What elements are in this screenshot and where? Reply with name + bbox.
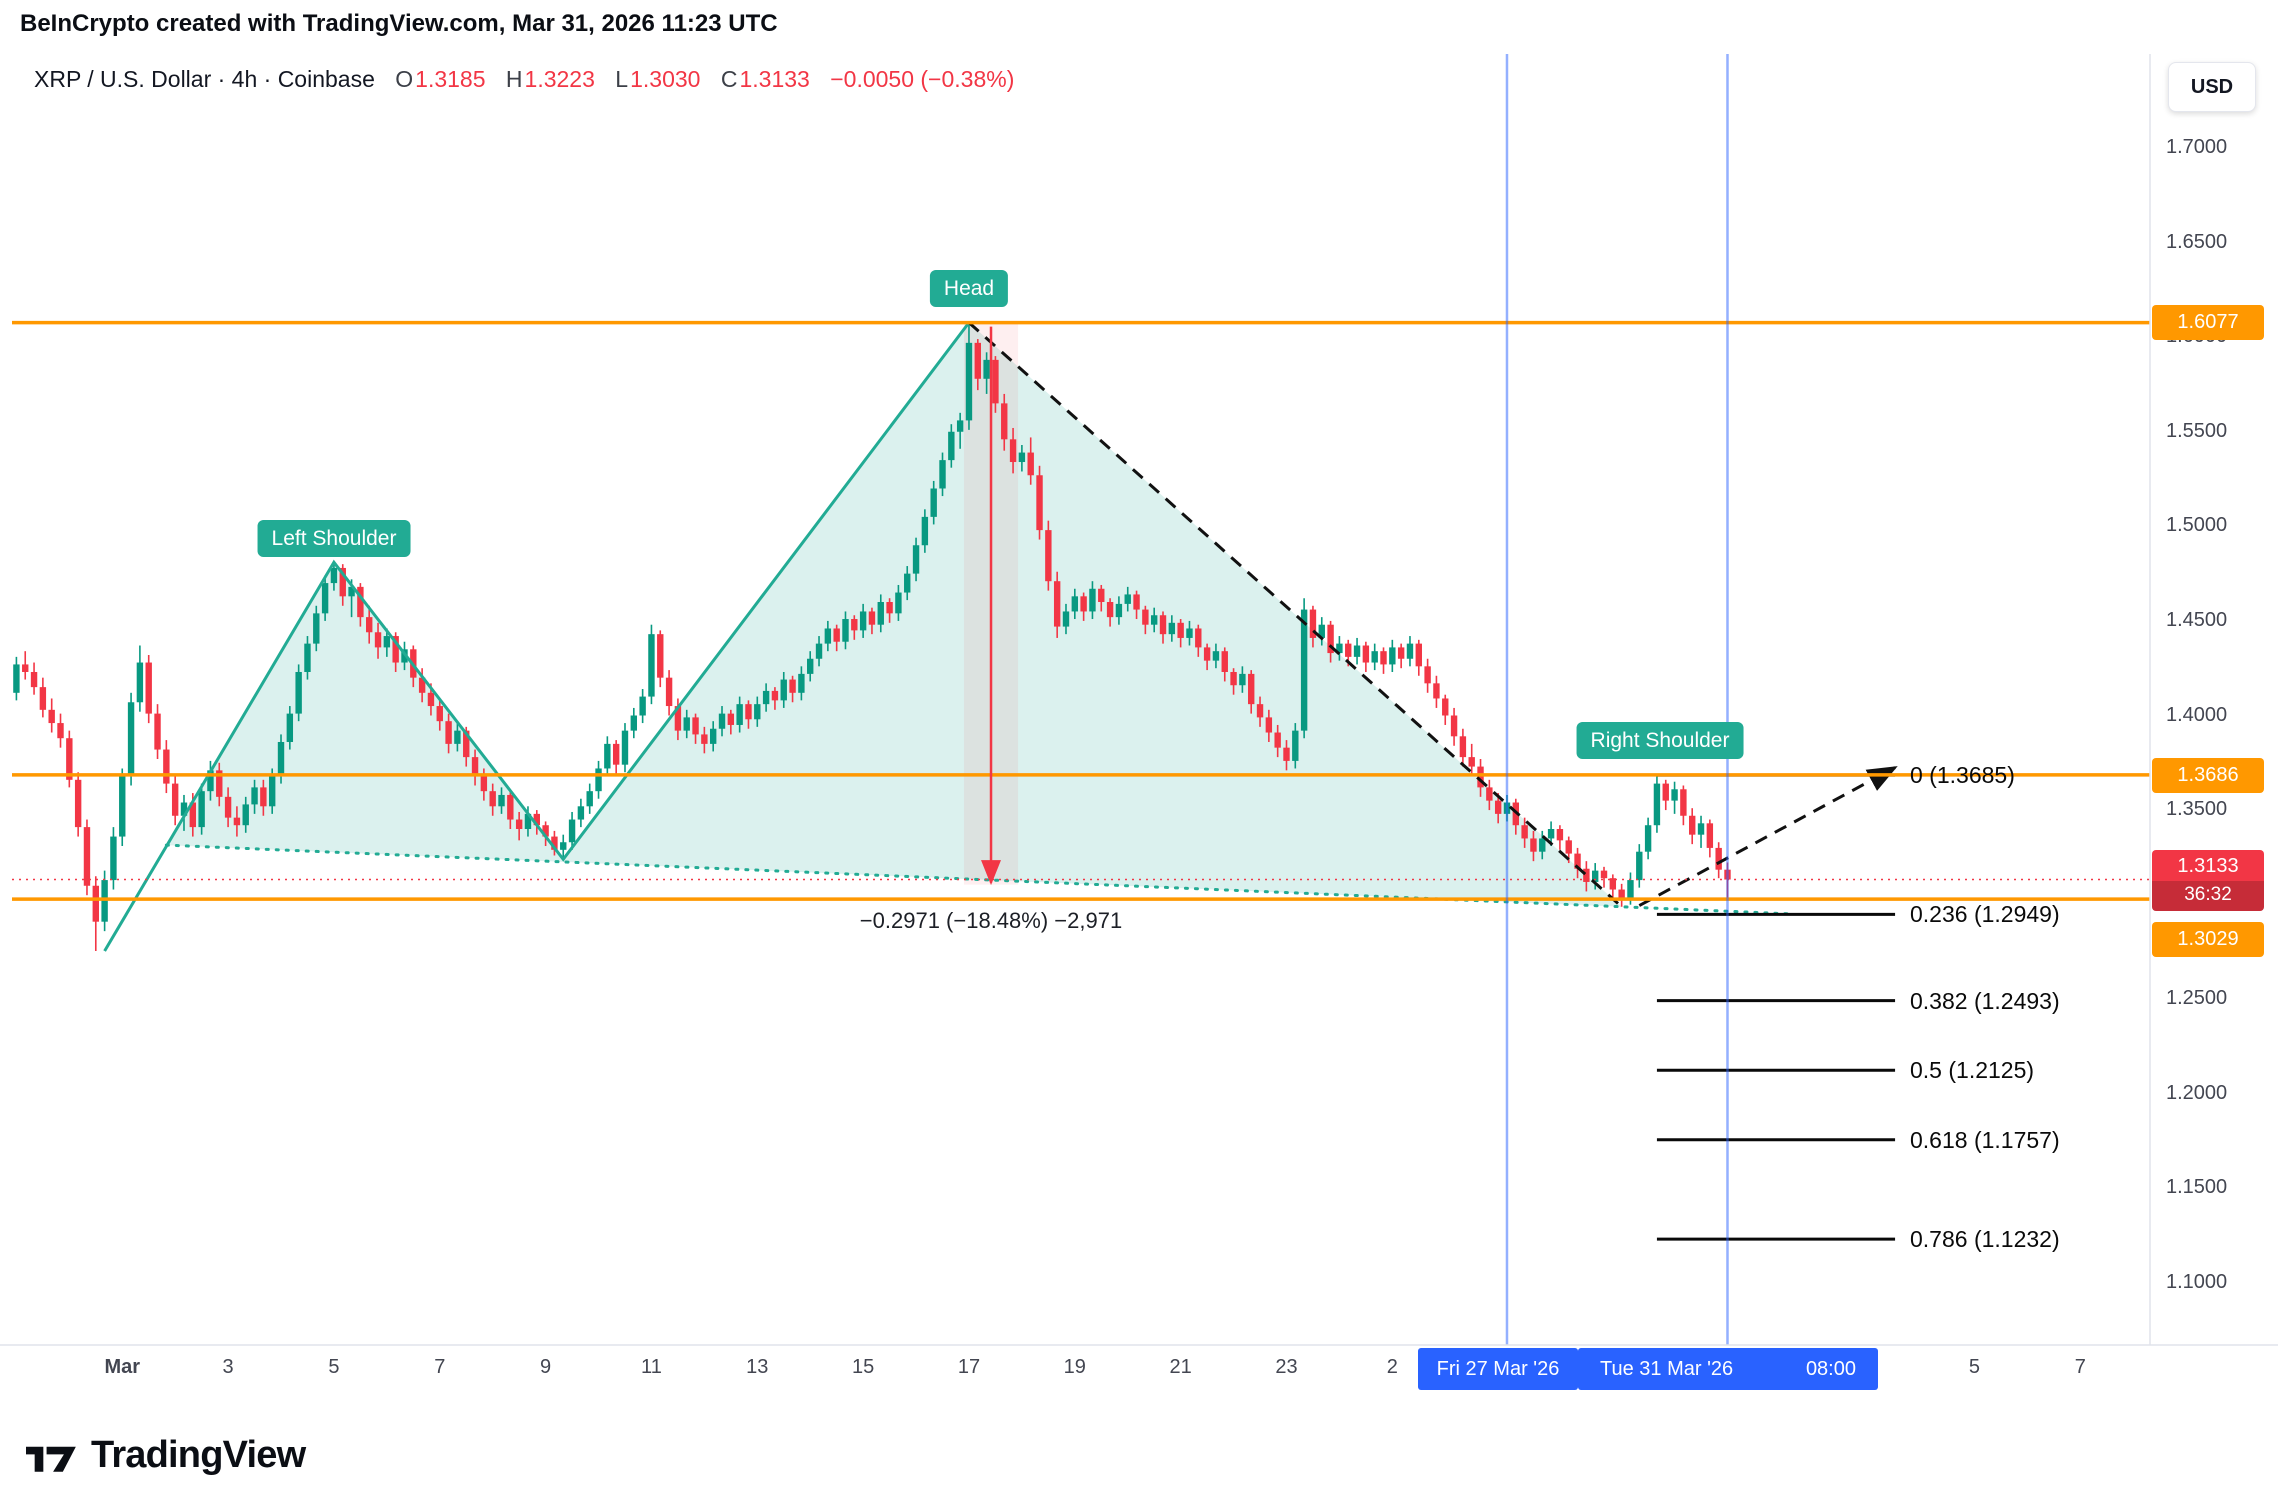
- close-value: 1.3133: [739, 66, 810, 92]
- last-price-label: 1.3133 36:32: [2152, 850, 2264, 911]
- head-badge[interactable]: Head: [929, 270, 1009, 307]
- pattern-outline: [103, 321, 971, 952]
- time-tick: 23: [1275, 1356, 1298, 1378]
- low-label: L: [615, 66, 629, 92]
- fib-label-2[interactable]: 0.382 (1.2493): [1910, 987, 2060, 1014]
- candlestick-series: [13, 322, 1731, 952]
- event-date-badge-2-time: 08:00: [1805, 1357, 1856, 1380]
- price-tick: 1.5000: [2166, 514, 2228, 537]
- price-tick: 1.6500: [2166, 230, 2228, 253]
- open-label: O: [395, 66, 414, 92]
- price-tick: 1.4000: [2166, 703, 2228, 726]
- time-tick: 5: [1968, 1356, 1980, 1378]
- head-decline-trendline: [967, 321, 1623, 908]
- support-price-label: 1.3029: [2152, 922, 2264, 957]
- time-tick: 7: [434, 1356, 446, 1378]
- left-shoulder-badge[interactable]: Left Shoulder: [257, 520, 411, 557]
- right-shoulder-badge[interactable]: Right Shoulder: [1576, 722, 1744, 759]
- fib-label-0[interactable]: 0 (1.3685): [1910, 762, 2015, 789]
- open-value: 1.3185: [415, 66, 486, 92]
- price-tick: 1.7000: [2166, 136, 2228, 158]
- currency-toggle-button[interactable]: USD: [2168, 62, 2256, 112]
- time-tick: 5: [328, 1356, 340, 1378]
- price-tick: 1.1000: [2166, 1271, 2228, 1293]
- time-tick: 3: [222, 1356, 234, 1378]
- price-tick: 1.4500: [2166, 608, 2228, 631]
- low-value: 1.3030: [630, 66, 701, 92]
- fib-label-5[interactable]: 0.786 (1.1232): [1910, 1226, 2060, 1253]
- time-tick: 9: [540, 1356, 552, 1378]
- time-tick: 15: [852, 1356, 875, 1378]
- close-label: C: [720, 66, 738, 92]
- tradingview-logo-icon: [26, 1446, 76, 1472]
- fib-label-1[interactable]: 0.236 (1.2949): [1910, 901, 2060, 928]
- time-tick: 2: [1386, 1356, 1398, 1378]
- price-tick: 1.3500: [2166, 798, 2228, 821]
- neckline-top-price-label: 1.3686: [2152, 758, 2264, 793]
- high-value: 1.3223: [524, 66, 595, 92]
- event-date-badge-1[interactable]: Fri 27 Mar '26: [1418, 1348, 1578, 1390]
- price-tick: 1.1500: [2166, 1176, 2228, 1199]
- tradingview-logo[interactable]: TradingView: [26, 1434, 306, 1477]
- time-tick: 21: [1169, 1356, 1192, 1378]
- target-projection-line: [1638, 766, 1898, 907]
- change-value: −0.0050 (−0.38%): [830, 66, 1015, 92]
- price-tick: 1.2000: [2166, 1081, 2228, 1104]
- time-tick: 13: [746, 1356, 769, 1378]
- tradingview-logo-text: TradingView: [91, 1434, 306, 1476]
- time-tick: Mar: [104, 1356, 141, 1378]
- resistance-price-label: 1.6077: [2152, 305, 2264, 340]
- fib-label-4[interactable]: 0.618 (1.1757): [1910, 1126, 2060, 1153]
- price-tick: 1.2500: [2166, 987, 2228, 1010]
- event-date-badge-2-date: Tue 31 Mar '26: [1600, 1357, 1734, 1380]
- neckline: [164, 843, 1791, 916]
- symbol-title[interactable]: XRP / U.S. Dollar · 4h · Coinbase: [34, 66, 375, 92]
- fib-label-3[interactable]: 0.5 (1.2125): [1910, 1057, 2035, 1084]
- price-tick: 1.5500: [2166, 419, 2228, 442]
- high-label: H: [505, 66, 523, 92]
- bar-countdown: 36:32: [2152, 881, 2264, 911]
- symbol-legend[interactable]: XRP / U.S. Dollar · 4h · Coinbase O1.318…: [34, 66, 1014, 93]
- event-date-badge-2[interactable]: Tue 31 Mar '26 08:00: [1578, 1348, 1878, 1390]
- measure-tool-label[interactable]: −0.2971 (−18.48%) −2,971: [859, 908, 1123, 933]
- time-tick: 11: [641, 1356, 662, 1378]
- page-title: BeInCrypto created with TradingView.com,…: [20, 10, 778, 37]
- time-tick: 19: [1063, 1356, 1086, 1378]
- time-tick: 17: [957, 1356, 981, 1378]
- last-price-value: 1.3133: [2177, 855, 2239, 877]
- time-tick: 7: [2074, 1356, 2086, 1378]
